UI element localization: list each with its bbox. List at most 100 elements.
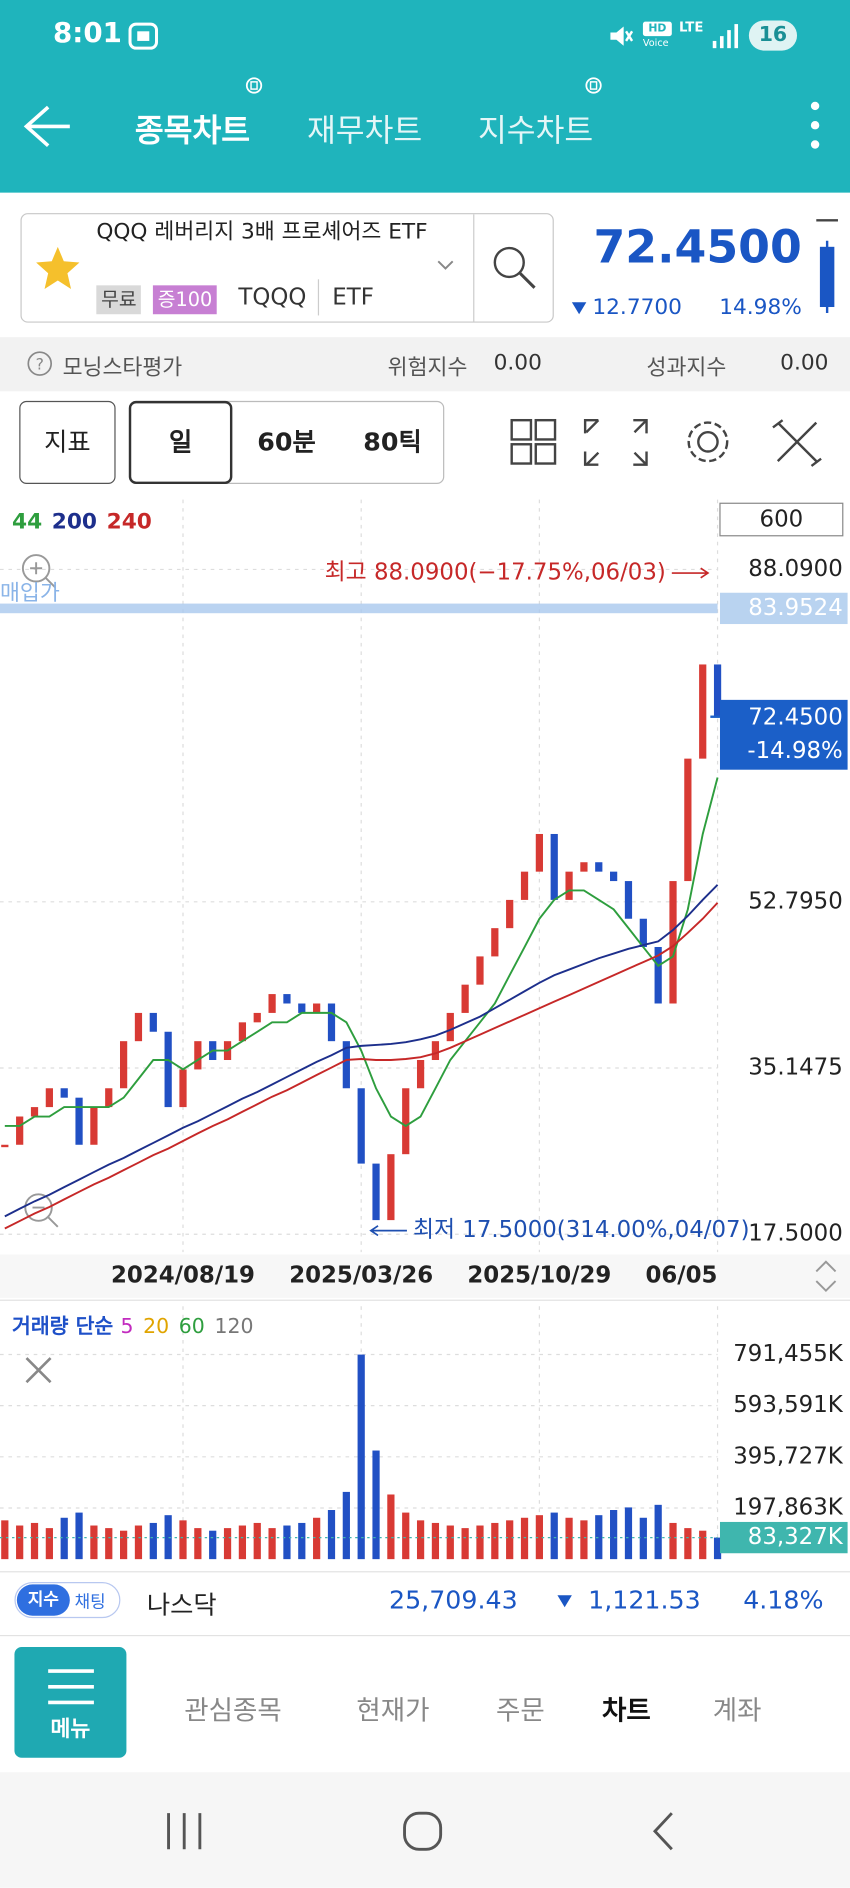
lte-label: LTE [679,19,704,35]
candle [194,1041,202,1070]
candle [283,994,291,1004]
current-volume-label: 83,327K [748,1524,844,1550]
stock-code: TQQQ [238,284,307,311]
mute-icon [610,26,634,46]
candle [327,1003,336,1042]
candle [639,918,647,947]
zoom-icon [30,562,57,589]
status-time: 8:01 [52,18,122,50]
down-arrow [571,302,587,315]
candle [75,1097,83,1145]
candle [149,1012,157,1032]
x-tick-label: 2025/10/29 [467,1263,611,1289]
volume-bar [610,1510,618,1560]
zoom-icon [24,1193,53,1222]
rating-value: 0.00 [780,350,829,376]
volume-bar [402,1512,410,1560]
volume-bar [30,1522,39,1560]
menu-label[interactable]: 메뉴 [50,1716,91,1743]
low-arrow [369,1225,407,1237]
candle [684,758,692,882]
rating-label: 위험지수 [387,355,468,381]
candle [45,1088,53,1108]
current-price: 72.4500 [593,220,802,274]
nav-item[interactable]: 현재가 [356,1696,430,1727]
nav-item[interactable]: 주문 [496,1696,545,1727]
volume-bar [461,1528,469,1560]
current-change-label: -14.98% [747,738,842,764]
candle [446,1012,454,1042]
candle [580,862,588,872]
volume-bar [223,1528,232,1560]
candle [179,1069,187,1108]
legend-item: 200 [52,510,97,535]
ratings-row [0,337,850,392]
period-button[interactable]: 60분 [257,427,316,457]
favorite-star[interactable] [34,244,82,290]
candle [60,1088,68,1098]
volume-legend-item: 5 [120,1314,133,1338]
volume-bar [253,1522,261,1560]
volume-bar [327,1510,336,1560]
volume-bar [595,1515,603,1560]
badge: 무료 [96,285,142,315]
nav-item[interactable]: 계좌 [712,1696,762,1727]
volume-bar [580,1520,588,1560]
candle [669,881,677,1004]
index-tag[interactable]: 지수 [16,1584,70,1616]
period-button-active[interactable]: 일 [128,400,233,484]
volume-bar [75,1512,83,1560]
candle [30,1107,39,1117]
down-arrow [557,1595,572,1608]
x-tick-label: 06/05 [645,1263,717,1289]
search-button[interactable] [488,241,541,294]
tab[interactable]: 지수차트 [477,113,594,150]
more-button[interactable] [804,99,826,154]
help-icon[interactable]: ? [26,350,53,376]
y-tick-label: 593,591K [733,1392,844,1418]
candle [610,871,618,882]
tab[interactable]: 재무차트 [307,113,423,150]
period-button[interactable]: 80틱 [363,427,422,457]
dropdown-arrow[interactable] [436,258,455,272]
candle [134,1012,143,1042]
stock-box [20,213,554,323]
candle [387,1154,395,1221]
chart-area: 2024/08/19 2025/03/26 2025/10/29 06/05 88.09… [0,499,850,1560]
toolbar-icons[interactable] [506,415,831,470]
chat-tag[interactable]: 채팅 [74,1592,106,1613]
candle [595,862,603,872]
period-box [719,502,844,537]
volume-bar [60,1517,68,1560]
volume-bar [342,1491,350,1560]
indicator-button[interactable]: 지표 [19,400,116,484]
volume-bar [476,1525,484,1560]
volume-bar [194,1528,202,1560]
back-button[interactable] [19,102,74,150]
candle [461,984,469,1013]
candle [342,1041,350,1089]
volume-legend-item: 60 [179,1314,205,1338]
system-nav [0,1772,850,1888]
nav-item[interactable]: 관심종목 [184,1696,282,1727]
x-tick-label: 2024/08/19 [111,1263,255,1289]
index-pill[interactable] [14,1582,121,1619]
volume-bar [179,1520,187,1560]
tab-active[interactable]: 종목차트 [134,113,251,150]
rating-label: 모닝스타평가 [62,355,183,381]
volume-bar [105,1528,113,1560]
volume-bar [45,1528,53,1560]
battery: 16 [748,20,798,51]
volume-bar [209,1530,217,1560]
badge: 증100 [152,285,218,315]
y-tick-label: 791,455K [733,1341,844,1367]
y-tick-label: 88.0900 [748,556,843,582]
current-price-box [719,699,848,770]
candle [268,994,276,1013]
zoom-icon [21,554,51,583]
system-nav-buttons[interactable] [157,1806,711,1859]
nav-item-active[interactable]: 차트 [601,1696,651,1727]
zoom-icon [32,1206,59,1228]
volume-bar [624,1507,633,1560]
